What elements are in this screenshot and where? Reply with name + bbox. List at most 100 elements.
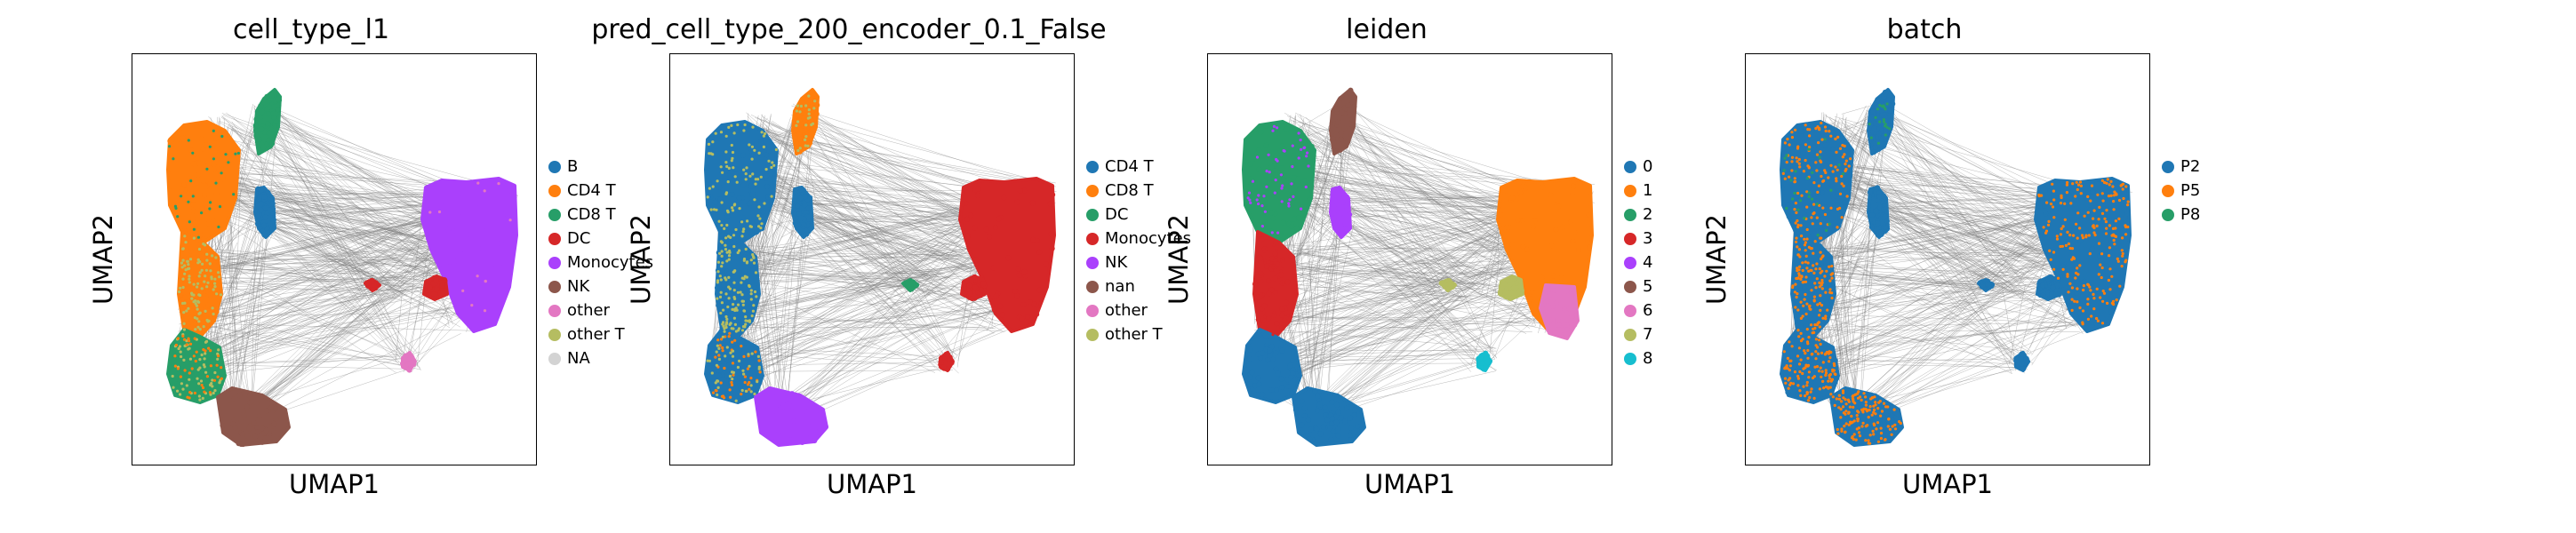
knn-edge (775, 211, 815, 423)
cell-point (194, 123, 200, 130)
knn-edge (740, 248, 964, 309)
knn-edge (218, 261, 427, 267)
cell-point (813, 407, 820, 413)
cell-point (1269, 264, 1273, 267)
cell-point (1268, 387, 1275, 393)
cell-point (1781, 171, 1785, 175)
knn-edge (751, 204, 957, 355)
cell-point (736, 365, 740, 370)
cell-point (1497, 290, 1503, 295)
cell-point (445, 226, 452, 232)
cell-point (187, 306, 190, 310)
cell-point (1340, 229, 1347, 235)
cell-point (720, 250, 724, 253)
cell-point (236, 441, 242, 447)
cell-point (813, 99, 817, 103)
cell-point (1263, 315, 1267, 319)
cell-point (1817, 243, 1823, 250)
cell-point (973, 257, 980, 263)
cell-point (2095, 211, 2101, 217)
knn-edge (243, 278, 390, 419)
cell-point (1258, 129, 1264, 135)
cell-point (206, 281, 210, 284)
knn-edge (239, 177, 434, 259)
cell-point (176, 337, 180, 340)
cell-point (749, 292, 753, 296)
cell-point (204, 274, 207, 278)
cell-point (1820, 382, 1826, 387)
cell-point (434, 243, 440, 250)
cell-point (1783, 177, 1787, 180)
legend-marker (1086, 280, 1099, 293)
cell-point (1290, 262, 1296, 267)
cell-point (182, 338, 187, 341)
cell-point (271, 104, 277, 110)
cell-point (1836, 168, 1839, 171)
cell-point (732, 316, 736, 320)
cell-point (1796, 160, 1799, 163)
cell-point (1842, 184, 1845, 187)
cell-point (1847, 173, 1852, 179)
cell-point (1343, 207, 1349, 212)
cell-point (772, 163, 776, 167)
cell-point (732, 244, 736, 249)
legend-marker (548, 304, 561, 317)
cell-point (708, 194, 714, 200)
cell-point (1265, 170, 1268, 173)
cell-point (805, 214, 812, 220)
knn-edge (767, 263, 967, 413)
cell-point (908, 286, 915, 292)
cell-point (1806, 272, 1812, 278)
cell-point (716, 393, 719, 397)
knn-edge (2008, 283, 2026, 365)
cell-point (1330, 198, 1336, 204)
cell-point (738, 359, 741, 362)
cell-point (1822, 142, 1828, 148)
knn-edge (416, 333, 461, 356)
cell-point (202, 325, 205, 329)
knn-edge (1876, 114, 1989, 274)
cell-point (1875, 97, 1881, 103)
cell-point (1818, 259, 1824, 266)
knn-edge (1276, 263, 1498, 370)
cell-point (190, 216, 196, 222)
legend-label: 2 (1643, 205, 1653, 224)
cell-point (196, 299, 200, 303)
cell-point (1339, 197, 1345, 203)
knn-edge (196, 312, 450, 317)
knn-edge (240, 277, 408, 413)
cell-point (476, 245, 482, 251)
knn-edge (1265, 348, 1477, 358)
cell-point (1257, 202, 1260, 206)
cell-point (760, 209, 766, 215)
cell-point (1014, 199, 1020, 205)
knn-edge (796, 112, 982, 205)
knn-edge (1808, 196, 2060, 256)
cell-point (483, 309, 487, 313)
knn-edge (185, 213, 438, 362)
knn-edge (1840, 187, 1850, 416)
legend-label: 3 (1643, 229, 1653, 248)
cell-point (1014, 292, 1020, 298)
cell-point (174, 374, 180, 380)
knn-edge (190, 307, 403, 363)
knn-edge (251, 226, 265, 407)
cell-point (796, 211, 802, 217)
cell-point (1790, 169, 1794, 172)
cell-point (742, 259, 746, 262)
cell-point (184, 241, 188, 244)
cell-point (409, 354, 415, 361)
cell-point (1835, 191, 1841, 197)
cell-point (207, 352, 213, 358)
cell-point (746, 312, 752, 318)
cell-point (406, 367, 412, 373)
cell-point (1509, 195, 1516, 201)
cell-point (220, 171, 223, 175)
cell-point (206, 320, 210, 323)
cell-point (1268, 333, 1274, 339)
cell-point (770, 165, 773, 170)
cell-point (1322, 404, 1328, 410)
cell-point (964, 216, 970, 222)
cell-point (455, 194, 461, 200)
knn-edge (750, 205, 980, 251)
